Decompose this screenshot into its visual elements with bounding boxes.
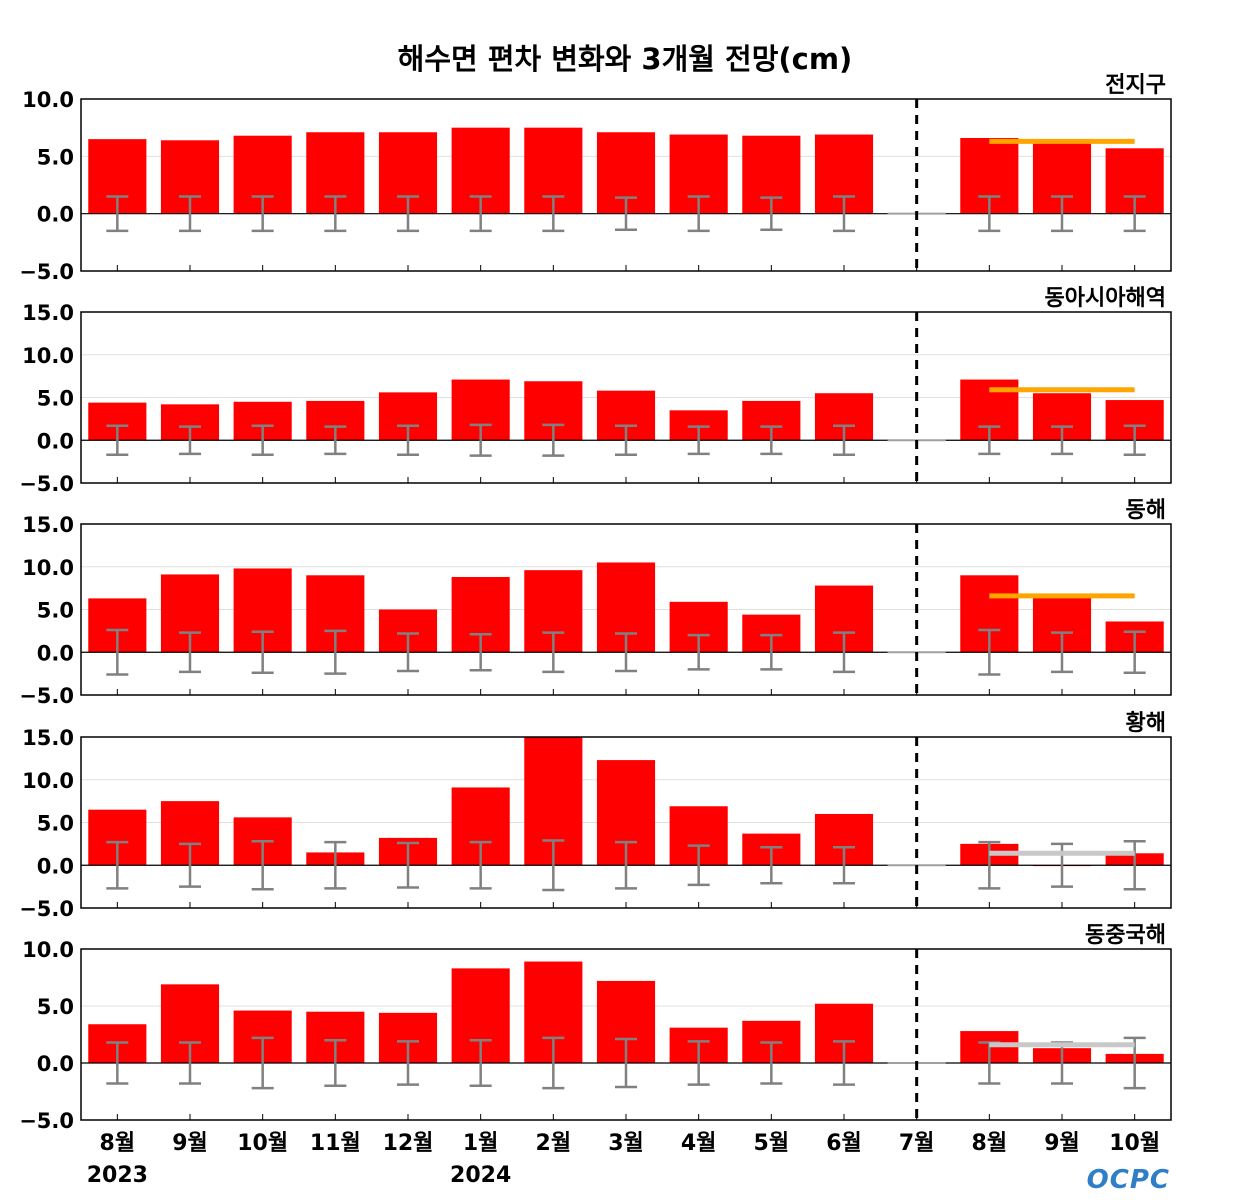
x-tick-label: 11월 bbox=[310, 1131, 361, 1156]
y-tick-label: 0.0 bbox=[37, 203, 74, 227]
year-label: 2024 bbox=[450, 1163, 511, 1188]
panel-label: 황해 bbox=[1126, 711, 1166, 736]
panel-label: 동해 bbox=[1126, 498, 1166, 523]
y-tick-label: −5.0 bbox=[19, 472, 74, 496]
x-tick-label: 4월 bbox=[681, 1131, 717, 1156]
y-tick-label: −5.0 bbox=[19, 260, 74, 284]
x-tick-label: 6월 bbox=[826, 1131, 862, 1156]
x-tick-label: 10월 bbox=[1109, 1131, 1160, 1156]
panel-label: 전지구 bbox=[1105, 73, 1166, 98]
y-tick-label: 10.0 bbox=[22, 556, 74, 580]
ocpc-logo: OCPC bbox=[1087, 1165, 1170, 1195]
panel-2: 15.0 10.0 5.0 0.0 −5.0 동아시아해역 bbox=[19, 286, 1172, 496]
x-tick-label: 2월 bbox=[536, 1131, 572, 1156]
panel-label: 동아시아해역 bbox=[1045, 286, 1166, 311]
y-tick-label: 10.0 bbox=[22, 938, 74, 962]
y-tick-label: 5.0 bbox=[37, 812, 74, 836]
x-tick-label: 8월 bbox=[972, 1131, 1008, 1156]
year-label: 2023 bbox=[87, 1163, 148, 1188]
x-tick-label: 9월 bbox=[172, 1131, 208, 1156]
y-tick-label: −5.0 bbox=[19, 1109, 74, 1133]
y-tick-label: 10.0 bbox=[22, 344, 74, 368]
panels: 10.0 5.0 0.0 −5.0 전지구 15.0 10.0 5.0 0.0 −5.0 동아시아해… bbox=[19, 73, 1172, 1133]
x-axis: 8월 9월 10월 11월 12월 1월 2월 3월 4월 5월 6월 7월 8월 9월 10월 2023 20… bbox=[87, 1131, 1160, 1188]
x-tick-label: 5월 bbox=[754, 1131, 790, 1156]
y-tick-label: 10.0 bbox=[22, 88, 74, 112]
y-tick-label: 15.0 bbox=[22, 726, 74, 750]
y-tick-label: 5.0 bbox=[37, 387, 74, 411]
chart-title: 해수면 편차 변화와 3개월 전망(cm) bbox=[398, 42, 853, 76]
y-tick-label: 15.0 bbox=[22, 301, 74, 325]
y-tick-label: 5.0 bbox=[37, 995, 74, 1019]
panel-5: 10.0 5.0 0.0 −5.0 동중국해 bbox=[19, 923, 1172, 1133]
y-tick-label: 5.0 bbox=[37, 599, 74, 623]
x-tick-label: 7월 bbox=[899, 1131, 935, 1156]
y-tick-label: −5.0 bbox=[19, 684, 74, 708]
y-tick-label: 0.0 bbox=[37, 641, 74, 665]
panel-1: 10.0 5.0 0.0 −5.0 전지구 bbox=[19, 73, 1172, 284]
y-tick-label: 0.0 bbox=[37, 854, 74, 878]
x-tick-label: 12월 bbox=[383, 1131, 434, 1156]
panel-4: 15.0 10.0 5.0 0.0 −5.0 황해 bbox=[19, 711, 1172, 921]
y-tick-label: −5.0 bbox=[19, 897, 74, 921]
panel-label: 동중국해 bbox=[1085, 923, 1166, 948]
x-tick-label: 10월 bbox=[237, 1131, 288, 1156]
panel-3: 15.0 10.0 5.0 0.0 −5.0 동해 bbox=[19, 498, 1172, 708]
x-tick-label: 1월 bbox=[463, 1131, 499, 1156]
y-tick-label: 15.0 bbox=[22, 513, 74, 537]
y-tick-label: 10.0 bbox=[22, 769, 74, 793]
y-tick-label: 5.0 bbox=[37, 145, 74, 169]
x-tick-label: 9월 bbox=[1044, 1131, 1080, 1156]
y-tick-label: 0.0 bbox=[37, 429, 74, 453]
x-tick-label: 8월 bbox=[100, 1131, 136, 1156]
y-tick-label: 0.0 bbox=[37, 1052, 74, 1076]
x-tick-label: 3월 bbox=[608, 1131, 644, 1156]
